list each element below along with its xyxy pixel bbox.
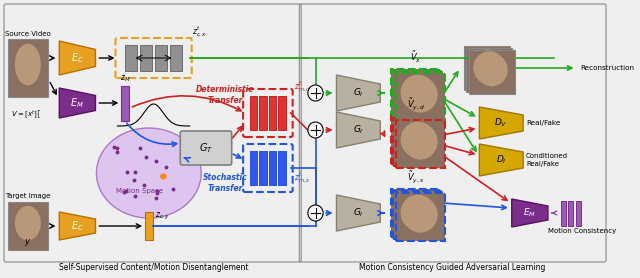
- Ellipse shape: [403, 124, 438, 160]
- Text: $E_M$: $E_M$: [524, 207, 536, 219]
- Polygon shape: [337, 195, 380, 231]
- Bar: [391, 189, 440, 237]
- Ellipse shape: [403, 77, 438, 113]
- Bar: [155, 45, 167, 71]
- Bar: [278, 96, 286, 130]
- Text: Motion Consistency Guided Adversarial Learning: Motion Consistency Guided Adversarial Le…: [360, 264, 546, 272]
- Bar: [467, 48, 512, 92]
- Text: Motion Space: Motion Space: [116, 188, 163, 194]
- Text: Deterministic
Transfer: Deterministic Transfer: [196, 85, 254, 105]
- Ellipse shape: [15, 44, 41, 85]
- Circle shape: [308, 85, 323, 101]
- Text: $G_I$: $G_I$: [353, 124, 364, 136]
- Bar: [393, 191, 443, 239]
- Text: $V=[x^t]_1^T$: $V=[x^t]_1^T$: [10, 108, 42, 120]
- Bar: [269, 96, 276, 130]
- Bar: [145, 212, 152, 240]
- Text: $z_{c,y}$: $z_{c,y}$: [154, 210, 170, 222]
- Text: $E_M$: $E_M$: [70, 96, 84, 110]
- Bar: [259, 151, 267, 185]
- Ellipse shape: [398, 120, 433, 156]
- Text: $E_C$: $E_C$: [71, 51, 84, 65]
- Text: $G_I$: $G_I$: [353, 87, 364, 99]
- Bar: [396, 193, 445, 241]
- Bar: [278, 151, 286, 185]
- Ellipse shape: [15, 206, 41, 240]
- Ellipse shape: [474, 51, 506, 84]
- Text: $y$: $y$: [24, 237, 31, 249]
- Bar: [393, 118, 443, 166]
- Bar: [464, 46, 510, 90]
- Circle shape: [308, 122, 323, 138]
- Polygon shape: [60, 41, 95, 75]
- Polygon shape: [60, 88, 95, 118]
- Ellipse shape: [476, 53, 508, 86]
- Bar: [259, 96, 267, 130]
- Ellipse shape: [97, 128, 201, 218]
- Bar: [250, 151, 257, 185]
- Text: $\tilde{V}_x$: $\tilde{V}_x$: [410, 49, 421, 64]
- Text: Conditioned
Real/Fake: Conditioned Real/Fake: [526, 153, 568, 167]
- Bar: [393, 71, 443, 119]
- Bar: [250, 96, 257, 130]
- Bar: [469, 50, 515, 94]
- Bar: [561, 200, 566, 225]
- Text: $\tilde{V}_{y,d}$: $\tilde{V}_{y,d}$: [406, 96, 424, 112]
- Bar: [391, 69, 440, 117]
- Text: $z_{m,s}^t$: $z_{m,s}^t$: [294, 171, 310, 185]
- Polygon shape: [337, 112, 380, 148]
- Bar: [568, 200, 573, 225]
- Bar: [8, 39, 48, 97]
- Ellipse shape: [401, 75, 435, 111]
- Text: Target Image: Target Image: [5, 193, 51, 199]
- Text: Stochastic
Transfer: Stochastic Transfer: [203, 173, 247, 193]
- Text: $G_I$: $G_I$: [353, 207, 364, 219]
- Ellipse shape: [401, 121, 435, 158]
- Bar: [8, 202, 48, 250]
- Text: $z_M$: $z_M$: [120, 74, 131, 84]
- Bar: [170, 45, 182, 71]
- Ellipse shape: [398, 73, 433, 109]
- Bar: [125, 45, 137, 71]
- Polygon shape: [479, 107, 523, 139]
- Bar: [391, 116, 440, 164]
- Circle shape: [308, 205, 323, 221]
- Bar: [269, 151, 276, 185]
- Text: Self-Supervised Content/Motion Disentanglement: Self-Supervised Content/Motion Disentang…: [59, 264, 248, 272]
- Text: $\tilde{V}_{y,s}$: $\tilde{V}_{y,s}$: [407, 169, 424, 185]
- Text: $z_{c,x}^t$: $z_{c,x}^t$: [192, 25, 207, 39]
- Bar: [140, 45, 152, 71]
- Polygon shape: [512, 199, 548, 227]
- Polygon shape: [479, 144, 523, 176]
- Bar: [121, 86, 129, 120]
- Text: $D_V$: $D_V$: [495, 117, 508, 129]
- Text: Reconstruction: Reconstruction: [580, 65, 634, 71]
- Polygon shape: [60, 212, 95, 240]
- Polygon shape: [337, 75, 380, 111]
- FancyBboxPatch shape: [180, 131, 232, 165]
- Ellipse shape: [471, 49, 503, 82]
- Bar: [396, 120, 445, 168]
- Bar: [396, 73, 445, 121]
- Text: Motion Consistency: Motion Consistency: [548, 228, 616, 234]
- Text: $G_T$: $G_T$: [199, 141, 213, 155]
- Text: $E_C$: $E_C$: [71, 219, 84, 233]
- Ellipse shape: [403, 197, 438, 233]
- Text: $D_I$: $D_I$: [496, 154, 507, 166]
- Text: Source Video: Source Video: [5, 31, 51, 37]
- Ellipse shape: [401, 195, 435, 230]
- Ellipse shape: [398, 193, 433, 229]
- Bar: [576, 200, 580, 225]
- Text: $z_{m,d}^t$: $z_{m,d}^t$: [294, 80, 311, 94]
- Text: Real/Fake: Real/Fake: [526, 120, 561, 126]
